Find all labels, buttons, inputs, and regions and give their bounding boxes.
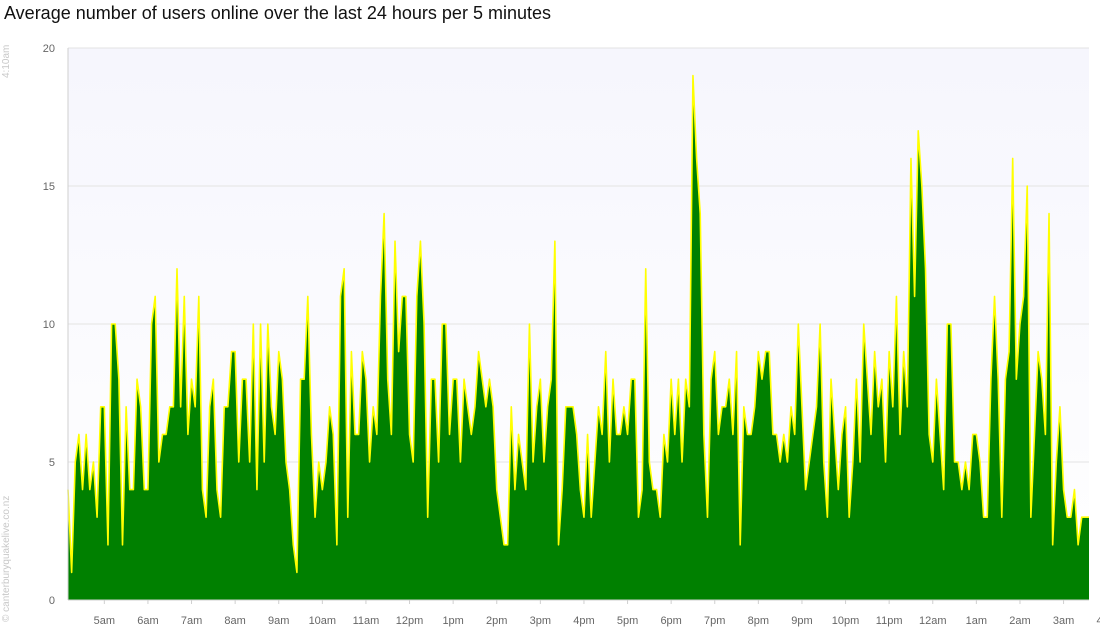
x-tick-label: 6am	[137, 615, 158, 627]
y-tick-label: 10	[43, 319, 55, 331]
x-tick-label: 12pm	[396, 615, 424, 627]
y-tick-label: 5	[49, 457, 55, 469]
x-tick-label: 8pm	[748, 615, 769, 627]
series-area	[68, 75, 1089, 601]
x-tick-label: 7pm	[704, 615, 725, 627]
x-tick-label: 9am	[268, 615, 289, 627]
x-tick-label: 10am	[309, 615, 337, 627]
x-tick-label: 6pm	[660, 615, 681, 627]
x-tick-label: 9pm	[791, 615, 812, 627]
x-tick-label: 3am	[1053, 615, 1074, 627]
x-tick-label: 11am	[353, 615, 380, 627]
x-tick-label: 4pm	[573, 615, 594, 627]
x-tick-label: 2pm	[486, 615, 507, 627]
x-tick-label: 10pm	[832, 615, 860, 627]
x-tick-label: 4am	[1096, 615, 1100, 627]
y-axis-ticks: 0 5 10 15 20	[43, 43, 55, 607]
x-tick-label: 7am	[181, 615, 202, 627]
y-tick-label: 20	[43, 43, 55, 55]
x-tick-label: 8am	[224, 615, 245, 627]
y-tick-label: 15	[43, 181, 55, 193]
chart-title: Average number of users online over the …	[4, 3, 551, 23]
x-tick-label: 5am	[94, 615, 115, 627]
x-axis-ticks: 5am 6am 7am 8am 9am 10am 11am 12pm 1pm 2pm 3pm 4pm 5…	[94, 600, 1100, 627]
y-tick-label: 0	[49, 595, 55, 607]
x-tick-label: 1pm	[442, 615, 463, 627]
x-tick-label: 2am	[1009, 615, 1030, 627]
x-tick-label: 3pm	[530, 615, 551, 627]
x-tick-label: 12am	[919, 615, 947, 627]
x-tick-label: 5pm	[617, 615, 638, 627]
x-tick-label: 11pm	[876, 615, 903, 627]
series-line	[67, 74, 1089, 574]
x-tick-label: 1am	[966, 615, 987, 627]
